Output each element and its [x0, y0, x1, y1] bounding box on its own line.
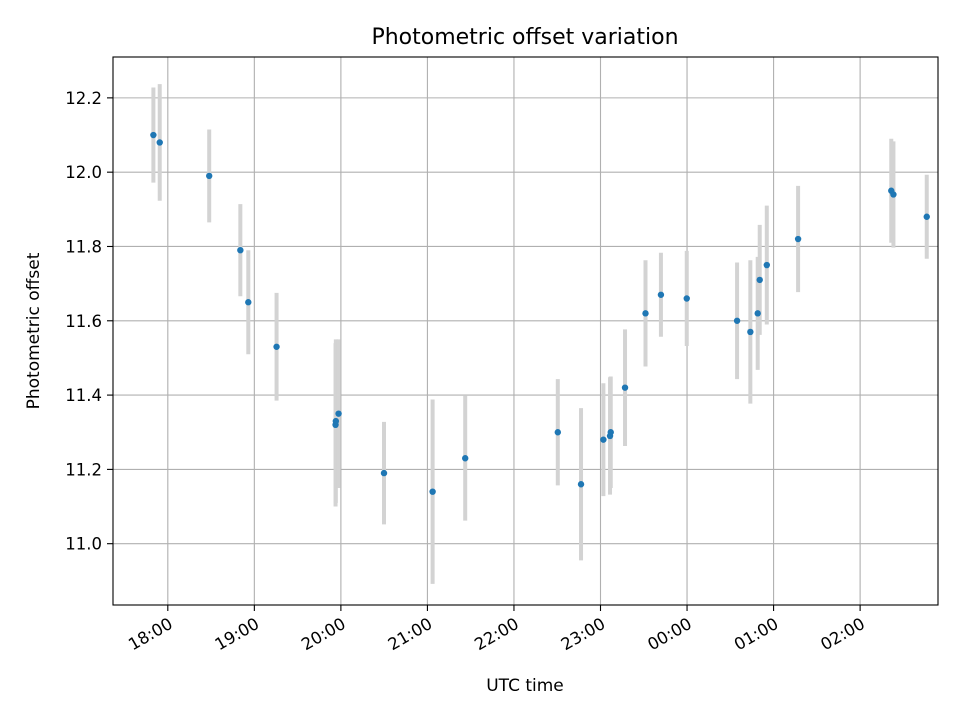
data-point: [794, 235, 802, 243]
data-point: [600, 436, 607, 443]
data-point: [621, 384, 629, 391]
x-axis-label: UTC time: [486, 676, 564, 696]
data-point: [150, 131, 157, 139]
data-point: [245, 299, 252, 306]
data-point: [733, 317, 741, 324]
data-point: [237, 246, 244, 254]
data-point: [577, 481, 585, 488]
data-point: [754, 310, 761, 317]
data-point: [642, 310, 649, 317]
y-tick-label: 11.0: [65, 535, 102, 554]
y-tick-label: 11.6: [65, 312, 102, 331]
y-tick-label: 11.4: [65, 386, 102, 405]
y-tick-label: 11.2: [65, 460, 102, 479]
data-point: [890, 191, 897, 198]
data-point: [554, 429, 562, 436]
data-points: [150, 131, 930, 495]
y-tick-label: 12.2: [65, 89, 102, 108]
chart-title: Photometric offset variation: [371, 25, 678, 50]
data-point: [657, 291, 665, 298]
plot-frame: [112, 56, 939, 606]
data-point: [380, 469, 388, 477]
data-point: [332, 417, 340, 425]
y-axis-label: Photometric offset: [24, 252, 44, 409]
y-tick-label: 11.8: [65, 237, 102, 256]
data-point: [273, 343, 280, 350]
data-point: [206, 172, 213, 180]
grid: [113, 57, 938, 605]
y-axis-ticks: 11.0 11.2 11.4 11.6 11.8 12.0 12.2: [65, 89, 113, 554]
data-point: [923, 213, 930, 220]
data-point: [156, 139, 163, 146]
data-point: [756, 276, 763, 284]
data-point: [335, 410, 342, 417]
data-point: [747, 328, 754, 336]
data-point: [763, 261, 770, 269]
data-point: [683, 295, 690, 302]
data-point: [429, 488, 436, 495]
y-tick-label: 12.0: [65, 163, 102, 182]
data-point: [462, 455, 469, 462]
data-point: [607, 429, 614, 436]
